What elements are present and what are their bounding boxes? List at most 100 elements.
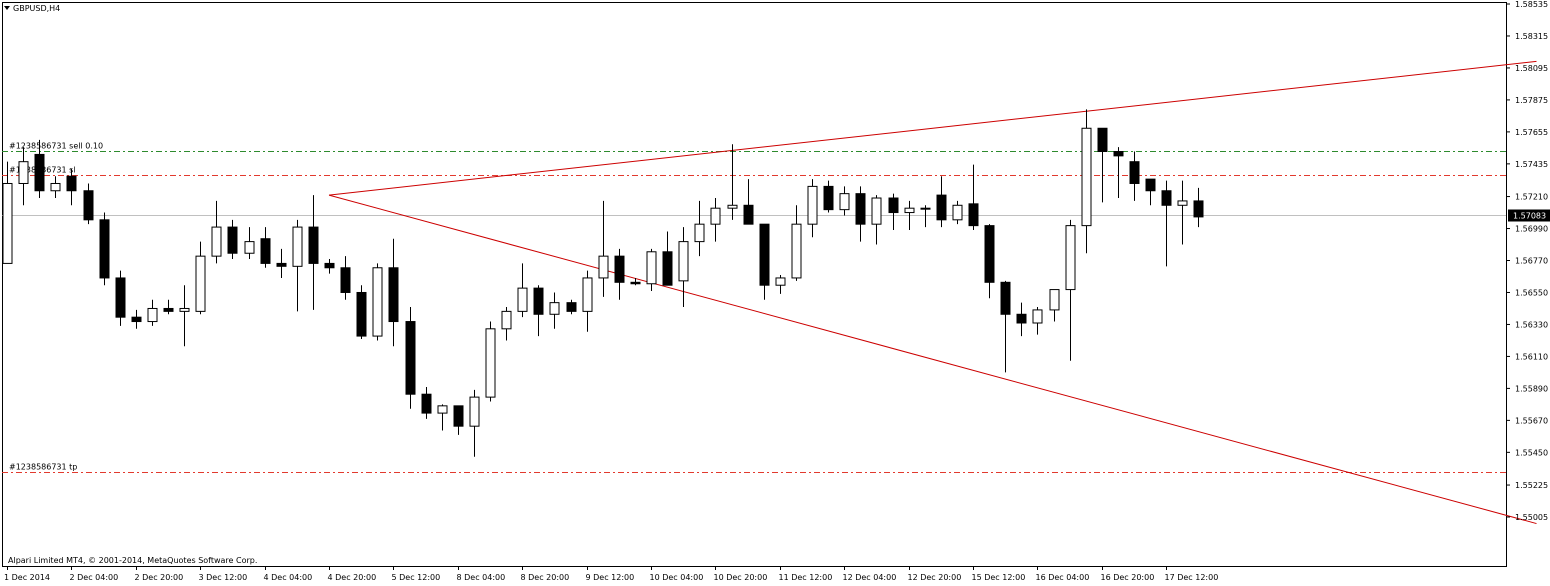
candle	[195, 241, 206, 315]
candle-body-bull	[920, 207, 931, 210]
candle-body-bull	[710, 207, 721, 225]
candle	[775, 275, 786, 294]
candle	[308, 195, 319, 310]
candle-body-bear	[662, 251, 673, 286]
candle	[227, 219, 238, 260]
candle-body-bull	[775, 277, 786, 286]
candle-body-bear	[614, 255, 625, 283]
y-tick-label: 1.57435	[1515, 160, 1548, 169]
candle-body-bear	[1113, 151, 1124, 157]
candle-body-bull	[195, 255, 206, 312]
candle-body-bull	[292, 226, 303, 267]
candle	[1032, 307, 1043, 335]
candle	[888, 193, 899, 230]
candle	[50, 176, 61, 199]
candle-body-bull	[791, 223, 802, 279]
y-tick-label: 1.55005	[1515, 513, 1548, 522]
x-tick-label: 15 Dec 12:00	[972, 573, 1026, 582]
candle	[630, 277, 641, 286]
candle	[920, 205, 931, 228]
candle-body-bull	[952, 204, 963, 221]
y-tick-label: 1.58535	[1515, 0, 1548, 9]
y-tick-label: 1.56550	[1515, 288, 1548, 297]
candle	[179, 285, 190, 347]
candle	[99, 212, 110, 286]
x-tick-label: 12 Dec 04:00	[843, 573, 897, 582]
candle-body-bull	[1049, 289, 1060, 311]
candle-body-bear	[823, 185, 834, 211]
candle-body-bear	[260, 238, 271, 264]
y-tick-label: 1.55450	[1515, 448, 1548, 457]
candle	[356, 285, 367, 339]
candle-body-bull	[678, 241, 689, 282]
candle-body-bull	[501, 310, 512, 330]
candle	[2, 161, 13, 264]
candle-body-bull	[904, 207, 915, 214]
candle-body-bear	[131, 316, 142, 323]
x-tick-label: 3 Dec 12:00	[199, 573, 248, 582]
candle-body-bear	[421, 393, 432, 414]
candle	[18, 147, 29, 206]
candle-body-bull	[1065, 225, 1076, 291]
candle-body-bear	[1193, 200, 1204, 218]
x-tick-label: 16 Dec 04:00	[1036, 573, 1090, 582]
candle	[372, 263, 383, 341]
candle	[936, 176, 947, 228]
x-tick-label: 2 Dec 20:00	[135, 573, 184, 582]
candle	[83, 183, 94, 225]
x-tick-label: 5 Dec 12:00	[392, 573, 441, 582]
y-tick-label: 1.57875	[1515, 96, 1548, 105]
candle	[646, 248, 657, 292]
candle	[1000, 280, 1011, 373]
candle	[1049, 289, 1060, 322]
x-tick-label: 16 Dec 20:00	[1101, 573, 1155, 582]
candle	[453, 405, 464, 435]
candle	[260, 227, 271, 268]
candle-body-bear	[115, 277, 126, 318]
y-tick-label: 1.56990	[1515, 225, 1548, 234]
candle	[807, 179, 818, 238]
candle-body-bear	[1129, 161, 1140, 184]
plot-frame	[2, 2, 1507, 567]
candle	[163, 299, 174, 315]
candle-body-bear	[34, 153, 45, 192]
y-tick-label: 1.55670	[1515, 416, 1548, 425]
candle	[437, 404, 448, 431]
order-line-label: #1238586731 tp	[9, 463, 77, 472]
candle-body-bull	[1032, 309, 1043, 324]
candle	[405, 307, 416, 409]
candle	[211, 200, 222, 264]
candle	[501, 307, 512, 341]
candle	[759, 223, 770, 300]
trendline-2	[328, 194, 1537, 525]
candle-body-bear	[388, 267, 399, 323]
candle-body-bull	[485, 328, 496, 398]
candle-body-bull	[807, 185, 818, 225]
candle-body-bear	[888, 197, 899, 214]
candle	[566, 299, 577, 315]
candle	[710, 198, 721, 242]
candle	[1016, 302, 1027, 337]
candle-body-bear	[1145, 178, 1156, 192]
candle-body-bear	[1016, 313, 1027, 324]
order-lines: #1238586731 sell 0.10#1238586731 sl#1238…	[2, 142, 1506, 473]
candle	[469, 389, 480, 457]
candle	[791, 205, 802, 281]
candle-body-bull	[50, 182, 61, 192]
candle	[694, 200, 705, 257]
candle	[839, 186, 850, 216]
candle	[984, 224, 995, 299]
candle-body-bull	[517, 287, 528, 312]
symbol-title: GBPUSD,H4	[4, 4, 60, 14]
candle	[244, 227, 255, 260]
x-tick-label: 2 Dec 04:00	[70, 573, 119, 582]
candle-body-bear	[984, 225, 995, 283]
candle	[678, 227, 689, 308]
y-tick-label: 1.58315	[1515, 32, 1548, 41]
candle	[340, 256, 351, 300]
candle-body-bear	[340, 267, 351, 293]
x-tick-label: 12 Dec 20:00	[908, 573, 962, 582]
candle-body-bull	[694, 223, 705, 243]
time-axis: 1 Dec 2014 2 Dec 04:00 2 Dec 20:00 3 Dec 12…	[4, 566, 1218, 582]
